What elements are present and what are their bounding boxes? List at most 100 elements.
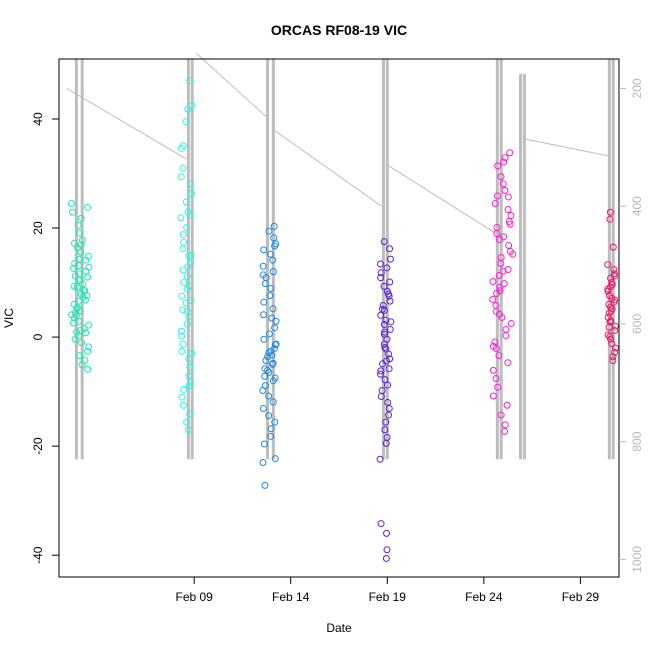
data-point — [493, 229, 501, 237]
data-point — [380, 340, 388, 348]
data-point — [606, 208, 614, 216]
data-point — [186, 211, 194, 219]
y2-tick-label: 400 — [630, 196, 644, 216]
data-point — [380, 321, 388, 329]
data-point — [182, 198, 190, 206]
data-point — [386, 297, 394, 305]
data-point — [177, 144, 185, 152]
data-point — [75, 297, 83, 305]
data-point — [178, 292, 186, 300]
data-point — [377, 393, 385, 401]
data-point — [387, 318, 395, 326]
data-point — [259, 311, 267, 319]
data-point — [499, 267, 507, 275]
data-point — [178, 327, 186, 335]
data-point — [386, 245, 394, 253]
data-point — [83, 292, 91, 300]
data-point — [377, 520, 385, 528]
data-point — [271, 341, 279, 349]
data-point — [271, 324, 279, 332]
data-point — [611, 327, 619, 335]
data-point — [385, 350, 393, 358]
data-point — [74, 221, 82, 229]
data-point — [377, 274, 385, 282]
data-point — [69, 208, 77, 216]
data-point — [504, 205, 512, 213]
data-point — [609, 357, 617, 365]
data-point — [383, 264, 391, 272]
data-point — [383, 546, 391, 554]
data-point — [75, 229, 83, 237]
data-point — [180, 385, 188, 393]
data-point — [186, 410, 194, 418]
y2-tick-label: 1000 — [630, 546, 644, 573]
data-point — [73, 283, 81, 291]
data-point — [70, 282, 78, 290]
data-point — [259, 262, 267, 270]
pressure-track — [66, 52, 615, 460]
data-point — [261, 280, 269, 288]
data-point — [183, 273, 191, 281]
data-point — [269, 398, 277, 406]
data-point — [82, 267, 90, 275]
data-point — [381, 343, 389, 351]
data-point — [380, 282, 388, 290]
data-point — [501, 186, 509, 194]
data-point — [73, 305, 81, 313]
data-point — [179, 401, 187, 409]
data-point — [178, 347, 186, 355]
data-point — [186, 378, 194, 386]
x-tick-label: Feb 19 — [369, 590, 407, 604]
data-point — [382, 357, 390, 365]
data-point — [605, 323, 613, 331]
data-point — [269, 268, 277, 276]
data-point — [269, 359, 277, 367]
data-point — [265, 330, 273, 338]
data-point — [75, 331, 83, 339]
data-point — [506, 220, 514, 228]
data-point — [270, 234, 278, 242]
data-point — [265, 227, 273, 235]
data-point — [185, 252, 193, 260]
data-point — [382, 418, 390, 426]
data-point — [610, 298, 618, 306]
pressure-segment — [66, 88, 187, 160]
pressure-segment — [387, 164, 500, 237]
data-point — [77, 248, 85, 256]
data-point — [494, 383, 502, 391]
y-tick-label: -40 — [31, 546, 45, 564]
plot-frame — [58, 58, 620, 578]
data-point — [501, 154, 509, 162]
data-point — [493, 192, 501, 200]
data-point — [380, 238, 388, 246]
data-point — [491, 199, 499, 207]
data-point — [610, 270, 618, 278]
data-point — [70, 319, 78, 327]
data-point — [260, 440, 268, 448]
data-point — [180, 279, 188, 287]
data-point — [261, 481, 269, 489]
data-point — [497, 411, 505, 419]
y2-axis: 200 400 600 800 1000 — [619, 78, 644, 573]
data-point — [85, 321, 93, 329]
x-axis: Feb 09 Feb 14 Feb 19 Feb 24 Feb 29 — [175, 576, 599, 604]
data-point — [183, 223, 191, 231]
data-point — [376, 260, 384, 268]
data-point — [187, 180, 195, 188]
data-point — [377, 367, 385, 375]
y-axis-label: VIC — [2, 308, 16, 328]
data-point — [185, 355, 193, 363]
data-point — [76, 352, 84, 360]
data-point — [185, 282, 193, 290]
data-point — [489, 392, 497, 400]
data-point — [489, 295, 497, 303]
data-point — [184, 263, 192, 271]
data-point — [606, 215, 614, 223]
data-point — [491, 338, 499, 346]
data-point — [265, 392, 273, 400]
data-point — [504, 193, 512, 201]
data-point — [494, 162, 502, 170]
data-point — [84, 203, 92, 211]
data-point — [608, 340, 616, 348]
data-point — [269, 305, 277, 313]
